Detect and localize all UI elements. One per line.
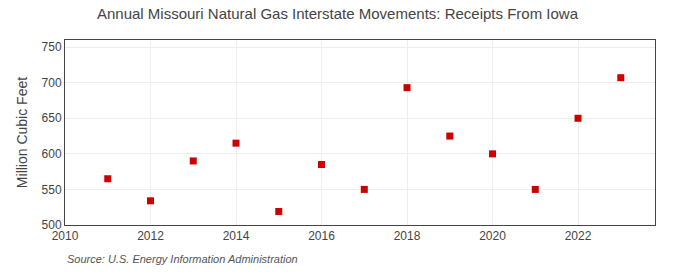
svg-text:2014: 2014 bbox=[223, 229, 250, 243]
svg-text:Source: U.S. Energy Informatio: Source: U.S. Energy Information Administ… bbox=[67, 253, 298, 265]
svg-text:600: 600 bbox=[42, 147, 62, 161]
svg-text:500: 500 bbox=[42, 218, 62, 232]
svg-text:Million Cubic Feet: Million Cubic Feet bbox=[14, 77, 30, 188]
svg-text:2010: 2010 bbox=[52, 229, 79, 243]
svg-text:550: 550 bbox=[42, 183, 62, 197]
svg-text:2020: 2020 bbox=[479, 229, 506, 243]
svg-text:2016: 2016 bbox=[308, 229, 335, 243]
svg-text:Annual Missouri Natural Gas In: Annual Missouri Natural Gas Interstate M… bbox=[97, 5, 579, 22]
svg-text:2022: 2022 bbox=[565, 229, 592, 243]
svg-text:2012: 2012 bbox=[137, 229, 164, 243]
svg-text:2018: 2018 bbox=[394, 229, 421, 243]
svg-text:650: 650 bbox=[42, 111, 62, 125]
svg-text:700: 700 bbox=[42, 76, 62, 90]
svg-text:750: 750 bbox=[42, 40, 62, 54]
